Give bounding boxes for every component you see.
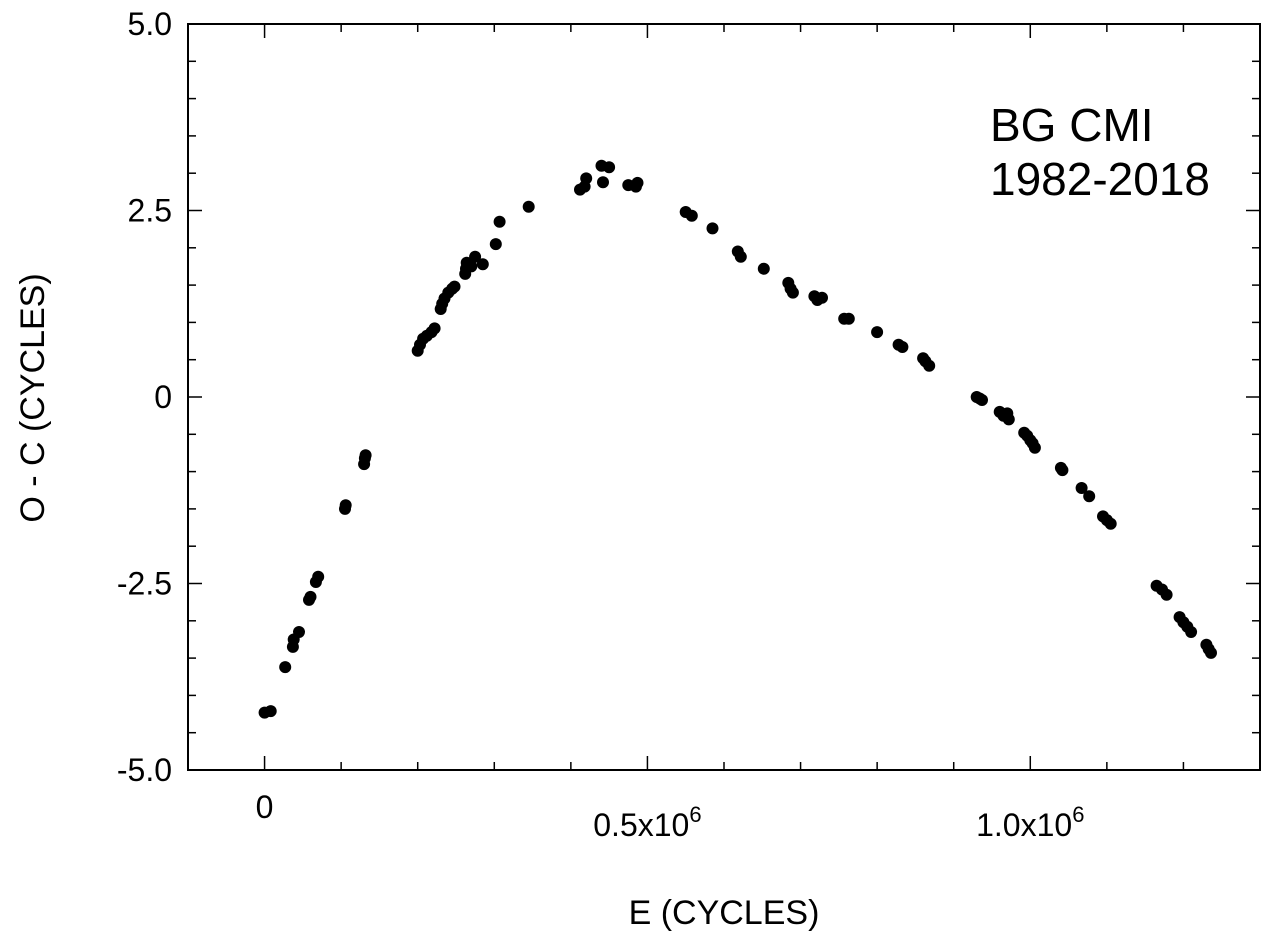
tick-marks bbox=[187, 23, 1261, 771]
data-point bbox=[1104, 517, 1117, 530]
x-tick-exponent: 6 bbox=[1072, 802, 1084, 827]
data-point bbox=[1028, 441, 1041, 454]
data-point bbox=[734, 250, 747, 263]
x-tick-mantissa: 0.5x10 bbox=[593, 807, 689, 843]
data-point bbox=[631, 176, 644, 189]
data-point bbox=[1075, 482, 1088, 494]
data-point bbox=[603, 161, 616, 174]
data-point bbox=[476, 258, 489, 271]
data-point bbox=[312, 570, 325, 583]
data-point bbox=[359, 449, 372, 462]
data-point bbox=[871, 326, 884, 339]
data-point bbox=[428, 322, 441, 335]
data-point bbox=[469, 250, 482, 263]
data-point bbox=[522, 200, 535, 213]
data-point bbox=[1160, 588, 1173, 601]
annotation-date-range: 1982-2018 bbox=[990, 153, 1210, 205]
x-tick-mantissa: 1.0x10 bbox=[976, 807, 1072, 843]
x-axis-label: E (CYCLES) bbox=[629, 894, 820, 932]
data-point bbox=[976, 394, 988, 406]
x-tick-label: 0.5x106 bbox=[593, 802, 701, 843]
y-tick-label: 2.5 bbox=[128, 193, 172, 229]
data-point bbox=[465, 260, 478, 273]
y-tick-label: -2.5 bbox=[117, 566, 172, 602]
data-point bbox=[896, 341, 909, 353]
x-tick-label: 0 bbox=[256, 789, 274, 825]
x-tick-exponent: 6 bbox=[689, 802, 701, 827]
data-point bbox=[816, 291, 828, 304]
data-point bbox=[339, 499, 352, 512]
y-axis-label: O - C (CYCLES) bbox=[14, 273, 52, 522]
data-point bbox=[1002, 413, 1015, 426]
data-point bbox=[1205, 646, 1217, 659]
x-tick-mantissa: 0 bbox=[256, 789, 274, 825]
data-point bbox=[489, 238, 502, 251]
data-point bbox=[304, 590, 317, 603]
data-point bbox=[706, 222, 719, 235]
data-point bbox=[264, 705, 277, 718]
data-point bbox=[842, 312, 855, 325]
y-tick-label: 0 bbox=[154, 379, 172, 415]
x-tick-label: 1.0x106 bbox=[976, 802, 1084, 843]
annotation-star-name: BG CMI bbox=[990, 99, 1154, 151]
y-tick-label: -5.0 bbox=[117, 752, 172, 788]
data-point bbox=[923, 359, 936, 372]
y-tick-labels: 5.0 2.5 0 -2.5 -5.0 bbox=[117, 6, 172, 788]
y-tick-label: 5.0 bbox=[128, 6, 172, 42]
data-point bbox=[279, 661, 292, 674]
data-point bbox=[448, 280, 461, 293]
data-point bbox=[493, 215, 506, 228]
data-point bbox=[685, 209, 698, 222]
data-points bbox=[258, 159, 1217, 719]
data-point bbox=[597, 176, 609, 189]
data-point bbox=[580, 172, 593, 185]
x-tick-labels: 0 0.5x106 1.0x106 bbox=[256, 789, 1085, 843]
data-point bbox=[786, 286, 799, 299]
data-point bbox=[1083, 490, 1096, 503]
data-point bbox=[757, 262, 770, 275]
data-point bbox=[1056, 464, 1069, 477]
data-point bbox=[293, 626, 305, 638]
data-point bbox=[1185, 626, 1198, 638]
